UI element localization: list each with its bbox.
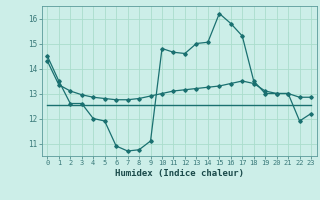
X-axis label: Humidex (Indice chaleur): Humidex (Indice chaleur) [115, 169, 244, 178]
